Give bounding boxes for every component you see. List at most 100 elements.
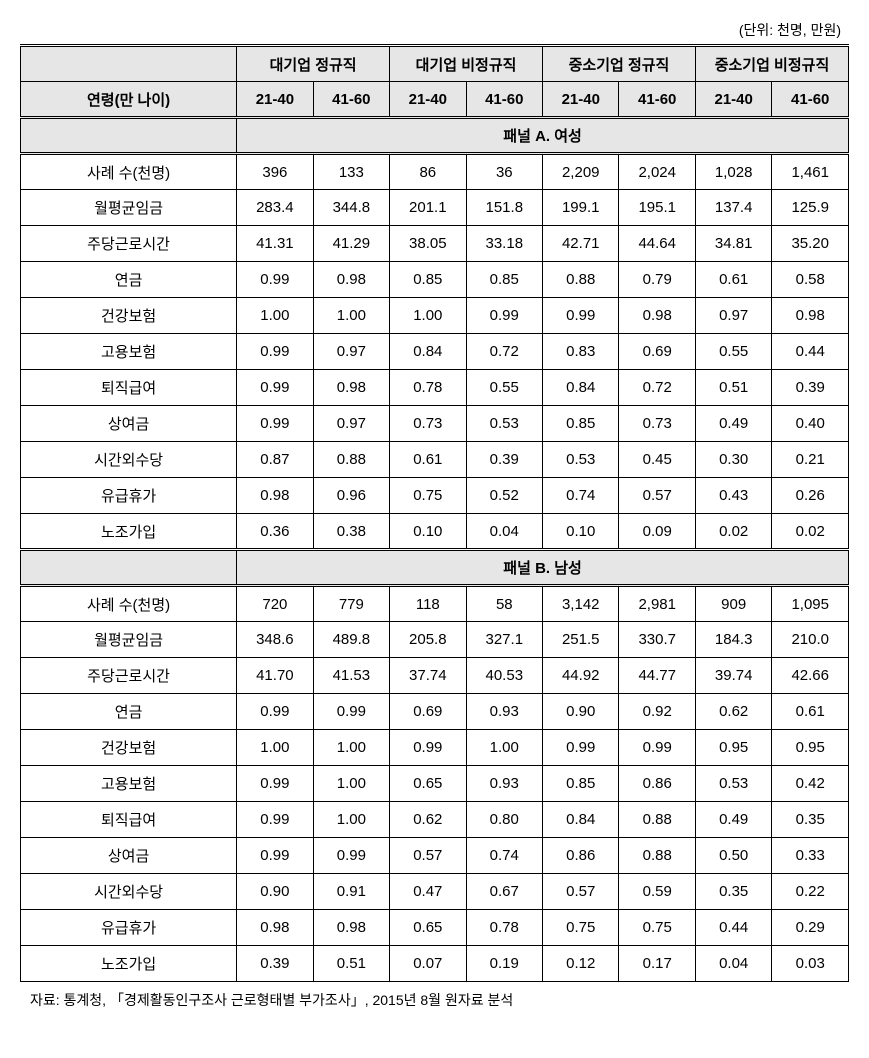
cell: 0.95: [772, 730, 849, 766]
row-a-paid-leave: 유급휴가 0.98 0.96 0.75 0.52 0.74 0.57 0.43 …: [21, 478, 849, 514]
cell: 1.00: [313, 730, 389, 766]
cell: 0.33: [772, 838, 849, 874]
cell: 0.51: [695, 370, 771, 406]
unit-note: (단위: 천명, 만원): [20, 20, 849, 40]
cell: 0.85: [390, 262, 466, 298]
cell: 1.00: [313, 298, 389, 334]
label-b-union: 노조가입: [21, 946, 237, 982]
cell: 0.65: [390, 766, 466, 802]
cell: 327.1: [466, 622, 542, 658]
cell: 0.42: [772, 766, 849, 802]
cell: 0.12: [543, 946, 619, 982]
row-a-retire: 퇴직급여 0.99 0.98 0.78 0.55 0.84 0.72 0.51 …: [21, 370, 849, 406]
cell: 184.3: [695, 622, 771, 658]
panel-b-label: 패널 B. 남성: [237, 550, 849, 586]
cell: 0.40: [772, 406, 849, 442]
label-b-overtime: 시간외수당: [21, 874, 237, 910]
cell: 0.69: [390, 694, 466, 730]
cell: 0.52: [466, 478, 542, 514]
cell: 0.75: [390, 478, 466, 514]
cell: 0.59: [619, 874, 695, 910]
header-group4: 중소기업 비정규직: [695, 46, 848, 82]
cell: 0.35: [772, 802, 849, 838]
header-group1: 대기업 정규직: [237, 46, 390, 82]
cell: 0.47: [390, 874, 466, 910]
cell: 0.50: [695, 838, 771, 874]
label-b-wage: 월평균임금: [21, 622, 237, 658]
cell: 0.99: [390, 730, 466, 766]
cell: 42.66: [772, 658, 849, 694]
label-b-pension: 연금: [21, 694, 237, 730]
panel-a-header: 패널 A. 여성: [21, 118, 849, 154]
cell: 0.93: [466, 766, 542, 802]
cell: 0.85: [543, 406, 619, 442]
cell: 283.4: [237, 190, 313, 226]
cell: 41.53: [313, 658, 389, 694]
cell: 0.62: [695, 694, 771, 730]
cell: 133: [313, 154, 389, 190]
cell: 0.10: [543, 514, 619, 550]
cell: 0.72: [466, 334, 542, 370]
cell: 0.22: [772, 874, 849, 910]
cell: 330.7: [619, 622, 695, 658]
cell: 0.99: [237, 334, 313, 370]
cell: 0.86: [619, 766, 695, 802]
cell: 0.99: [543, 730, 619, 766]
cell: 251.5: [543, 622, 619, 658]
cell: 779: [313, 586, 389, 622]
row-a-overtime: 시간외수당 0.87 0.88 0.61 0.39 0.53 0.45 0.30…: [21, 442, 849, 478]
source-note: 자료: 통계청, 「경제활동인구조사 근로형태별 부가조사」, 2015년 8월…: [20, 990, 849, 1010]
panel-a-blank: [21, 118, 237, 154]
cell: 0.99: [237, 370, 313, 406]
cell: 1,028: [695, 154, 771, 190]
cell: 0.45: [619, 442, 695, 478]
label-a-union: 노조가입: [21, 514, 237, 550]
panel-a-label: 패널 A. 여성: [237, 118, 849, 154]
cell: 909: [695, 586, 771, 622]
cell: 0.95: [695, 730, 771, 766]
row-b-employ-ins: 고용보험 0.99 1.00 0.65 0.93 0.85 0.86 0.53 …: [21, 766, 849, 802]
cell: 0.09: [619, 514, 695, 550]
row-b-wage: 월평균임금 348.6 489.8 205.8 327.1 251.5 330.…: [21, 622, 849, 658]
label-b-employ-ins: 고용보험: [21, 766, 237, 802]
label-b-health: 건강보험: [21, 730, 237, 766]
row-b-overtime: 시간외수당 0.90 0.91 0.47 0.67 0.57 0.59 0.35…: [21, 874, 849, 910]
row-a-hours: 주당근로시간 41.31 41.29 38.05 33.18 42.71 44.…: [21, 226, 849, 262]
data-table: 대기업 정규직 대기업 비정규직 중소기업 정규직 중소기업 비정규직 연령(만…: [20, 44, 849, 982]
cell: 0.29: [772, 910, 849, 946]
cell: 0.84: [390, 334, 466, 370]
label-b-paid-leave: 유급휴가: [21, 910, 237, 946]
cell: 35.20: [772, 226, 849, 262]
cell: 1.00: [237, 298, 313, 334]
cell: 0.91: [313, 874, 389, 910]
cell: 0.88: [619, 838, 695, 874]
cell: 0.53: [466, 406, 542, 442]
cell: 0.02: [772, 514, 849, 550]
cell: 41.70: [237, 658, 313, 694]
cell: 37.74: [390, 658, 466, 694]
cell: 151.8: [466, 190, 542, 226]
row-b-health: 건강보험 1.00 1.00 0.99 1.00 0.99 0.99 0.95 …: [21, 730, 849, 766]
cell: 0.98: [237, 478, 313, 514]
label-a-paid-leave: 유급휴가: [21, 478, 237, 514]
cell: 0.99: [466, 298, 542, 334]
cell: 720: [237, 586, 313, 622]
row-a-cases: 사례 수(천명) 396 133 86 36 2,209 2,024 1,028…: [21, 154, 849, 190]
cell: 0.97: [313, 334, 389, 370]
cell: 0.99: [313, 694, 389, 730]
cell: 0.65: [390, 910, 466, 946]
cell: 0.99: [237, 838, 313, 874]
cell: 0.84: [543, 370, 619, 406]
row-a-union: 노조가입 0.36 0.38 0.10 0.04 0.10 0.09 0.02 …: [21, 514, 849, 550]
cell: 199.1: [543, 190, 619, 226]
label-a-hours: 주당근로시간: [21, 226, 237, 262]
cell: 0.88: [619, 802, 695, 838]
cell: 0.39: [237, 946, 313, 982]
label-a-employ-ins: 고용보험: [21, 334, 237, 370]
row-b-paid-leave: 유급휴가 0.98 0.98 0.65 0.78 0.75 0.75 0.44 …: [21, 910, 849, 946]
cell: 34.81: [695, 226, 771, 262]
cell: 0.74: [466, 838, 542, 874]
cell: 44.77: [619, 658, 695, 694]
cell: 0.49: [695, 406, 771, 442]
cell: 0.04: [695, 946, 771, 982]
